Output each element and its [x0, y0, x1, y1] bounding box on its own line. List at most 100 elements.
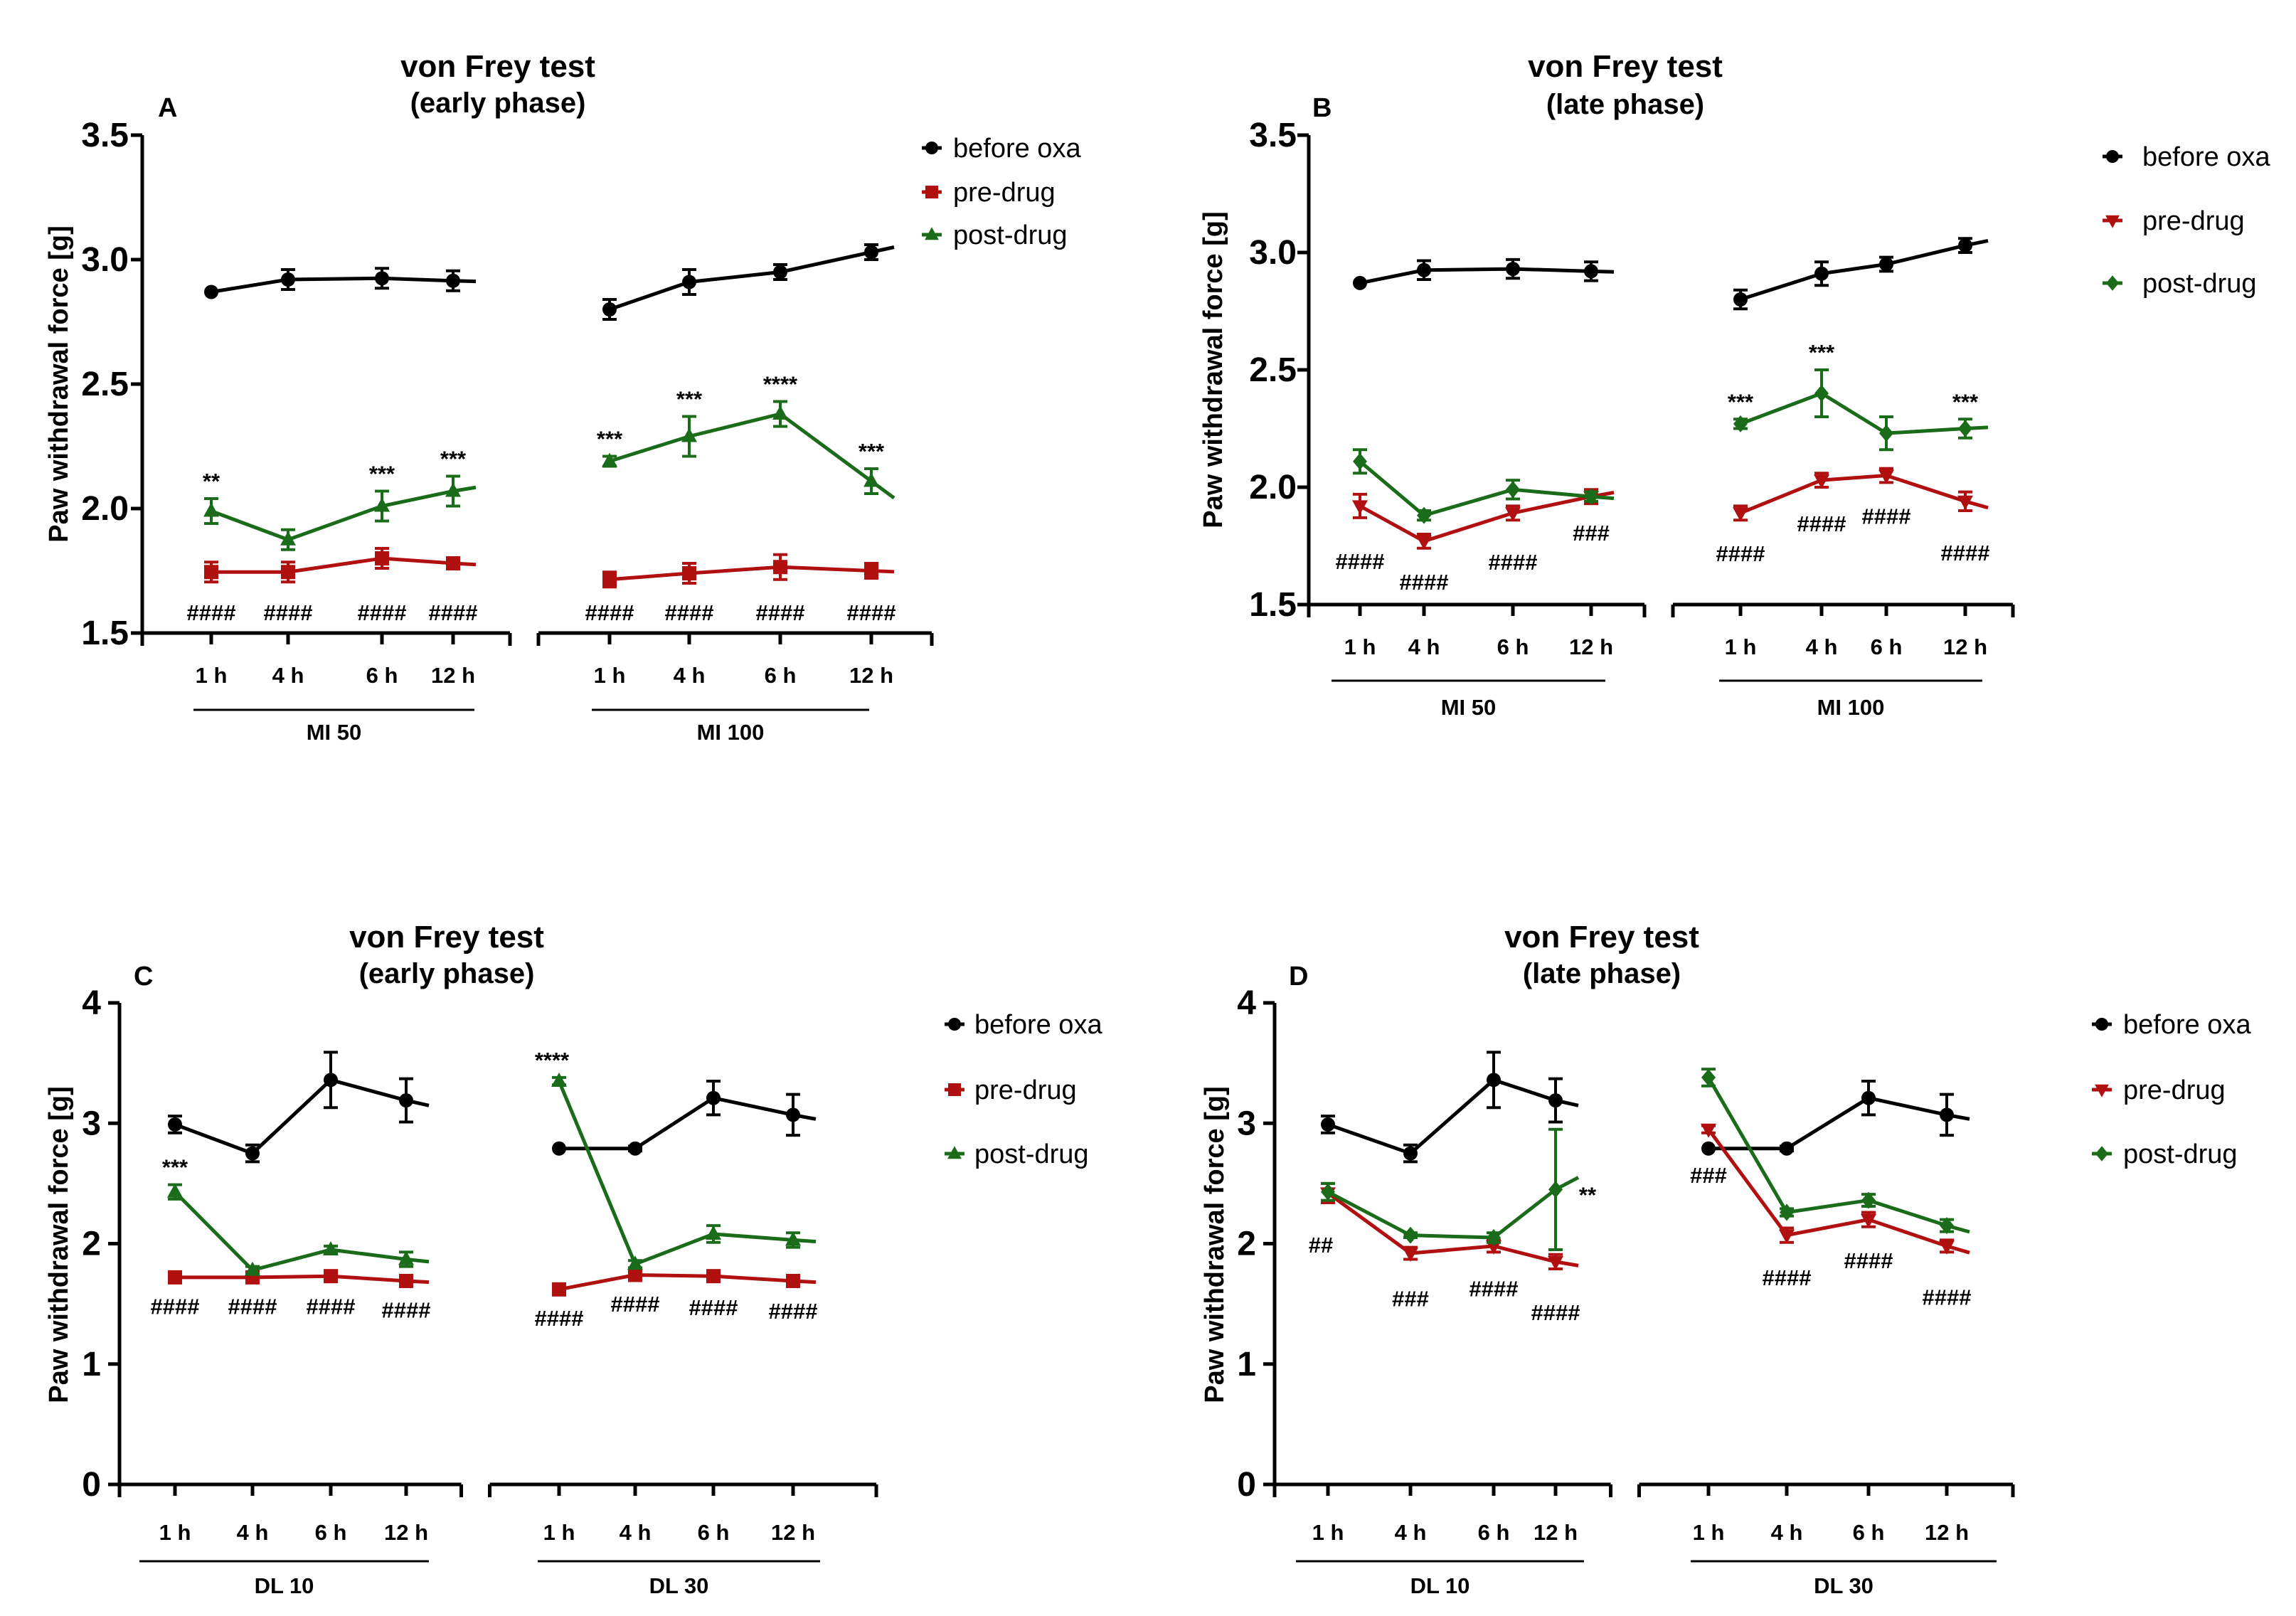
y-tick-label: 1	[1237, 1346, 1256, 1383]
significance-hashes: ####	[769, 1299, 818, 1324]
x-tick-label: 12 h	[384, 1520, 428, 1545]
legend-item-before: before oxa	[2092, 1010, 2251, 1040]
data-point-pre	[1403, 1248, 1418, 1262]
y-axis-label: Paw withdrawal force [g]	[1200, 1086, 1230, 1403]
panel-label: B	[1312, 93, 1332, 123]
chart-subtitle: (late phase)	[1546, 89, 1704, 120]
legend-marker	[2106, 150, 2119, 163]
data-point-post	[167, 1183, 183, 1198]
data-point-pre	[1814, 474, 1829, 489]
x-tick-label: 4 h	[620, 1520, 652, 1545]
significance-stars: ***	[1728, 389, 1754, 414]
data-point-pre	[1548, 1255, 1563, 1270]
significance-stars: **	[1579, 1182, 1597, 1207]
data-point-before	[1584, 264, 1598, 279]
panel-a: von Frey test(early phase) A 1.5 2.0 2.5 3.0 3…	[44, 49, 1081, 745]
significance-hashes: ####	[1797, 511, 1846, 536]
significance-stars: ***	[162, 1155, 188, 1180]
panel-d: von Frey test(late phase) D 0 1 2 3 4 Paw withd…	[1200, 920, 2251, 1598]
significance-hashes: ####	[1336, 549, 1385, 574]
significance-hashes: ####	[1489, 550, 1538, 575]
y-tick-label: 2	[1237, 1226, 1256, 1263]
series-before	[552, 1080, 817, 1156]
significance-stars: ***	[859, 439, 885, 464]
legend-marker	[948, 1083, 961, 1096]
legend-item-pre: pre-drug	[2103, 206, 2245, 236]
data-point-post	[1780, 1203, 1794, 1221]
x-tick-label: 12 h	[771, 1520, 815, 1545]
x-tick-label: 6 h	[765, 663, 797, 688]
group-label: DL 10	[1410, 1573, 1470, 1598]
series-pre	[204, 547, 477, 584]
legend-marker	[925, 227, 939, 240]
significance-hashes: ####	[611, 1292, 660, 1317]
legend-label: post-drug	[953, 220, 1068, 250]
legend-label: before oxa	[953, 134, 1081, 164]
legend-label: before oxa	[2142, 142, 2270, 172]
data-point-pre	[1939, 1240, 1955, 1255]
significance-hashes: ####	[847, 600, 896, 625]
series-line-before	[174, 1078, 430, 1156]
legend-label: post-drug	[2123, 1139, 2238, 1169]
panel-label: D	[1289, 962, 1308, 992]
legend-item-pre: pre-drug	[945, 1075, 1077, 1105]
series-pre	[552, 1267, 817, 1297]
group-label: MI 50	[1441, 695, 1497, 720]
series-line-post	[557, 1080, 817, 1267]
data-point-before	[1417, 262, 1431, 277]
data-point-pre	[1733, 507, 1748, 522]
series-line-pre	[175, 1274, 430, 1285]
data-point-pre	[324, 1269, 338, 1284]
legend-label: post-drug	[974, 1139, 1089, 1169]
y-tick-label: 2.0	[1249, 469, 1297, 506]
x-tick-label: 6 h	[1853, 1520, 1885, 1545]
data-point-post	[681, 427, 697, 442]
data-point-before	[1733, 292, 1748, 307]
significance-hashes: ####	[1844, 1248, 1893, 1273]
legend-item-post: post-drug	[2103, 269, 2257, 299]
data-point-before	[1403, 1146, 1418, 1161]
x-tick-label: 4 h	[674, 663, 706, 688]
y-tick-label: 3	[82, 1105, 101, 1142]
x-tick-label: 4 h	[1806, 634, 1838, 659]
data-point-pre	[1701, 1123, 1716, 1138]
data-point-post	[627, 1255, 643, 1270]
legend-marker	[948, 1018, 961, 1031]
data-point-post	[280, 531, 296, 546]
legend-item-post: post-drug	[922, 220, 1068, 250]
significance-hashes: ####	[1941, 541, 1990, 565]
y-tick-label: 3.5	[81, 117, 129, 154]
data-point-post	[1506, 481, 1520, 499]
legend-marker	[2106, 275, 2119, 291]
significance-stars: **	[203, 469, 220, 494]
data-point-before	[1548, 1093, 1563, 1108]
data-point-before	[706, 1090, 721, 1105]
chart-title: von Frey test	[400, 49, 595, 84]
data-point-before	[281, 272, 295, 287]
y-tick-label: 1	[82, 1346, 101, 1383]
series-line-pre	[1327, 1191, 1579, 1267]
series-line-before	[1708, 1096, 1970, 1151]
series-post	[1353, 448, 1615, 524]
data-point-pre	[1505, 507, 1521, 522]
significance-hashes: ####	[585, 600, 634, 625]
data-point-post	[398, 1250, 414, 1265]
data-point-before	[1701, 1141, 1716, 1156]
series-line-post	[174, 1190, 430, 1272]
y-tick-label: 2	[82, 1226, 101, 1263]
chart-title: von Frey test	[1528, 49, 1723, 84]
significance-hashes: ####	[307, 1294, 356, 1319]
series-pre	[168, 1269, 430, 1288]
series-line-post	[211, 485, 477, 542]
group-label: MI 100	[697, 720, 765, 745]
data-point-before	[1879, 257, 1893, 272]
y-axis-label: Paw withdrawal force [g]	[44, 225, 74, 543]
data-point-pre	[552, 1282, 566, 1297]
data-point-before	[773, 265, 787, 280]
series-line-before	[609, 245, 895, 312]
data-point-post	[1321, 1183, 1335, 1201]
data-point-post	[706, 1225, 721, 1240]
x-tick-label: 1 h	[159, 1520, 191, 1545]
data-point-post	[1814, 385, 1829, 402]
